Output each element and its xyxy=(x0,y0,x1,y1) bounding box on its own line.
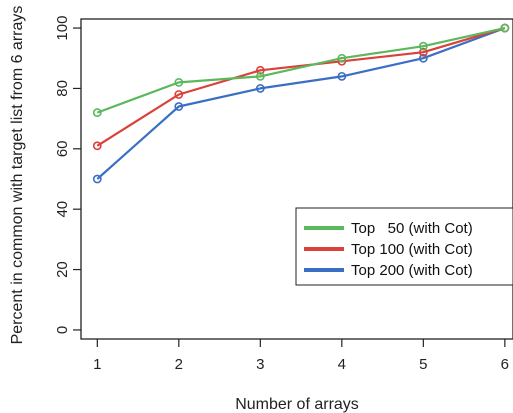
x-axis: 1 2 3 4 5 6 xyxy=(93,339,509,373)
legend: Top 50 (with Cot) Top 100 (with Cot) Top 2… xyxy=(295,207,513,286)
series-3-point xyxy=(337,71,347,81)
series-3-point xyxy=(418,53,428,63)
series-3-point xyxy=(255,84,265,93)
series-2-point xyxy=(92,141,102,151)
y-tick-label: 20 xyxy=(54,261,71,278)
series-1-point xyxy=(255,71,265,81)
y-tick-label: 80 xyxy=(54,80,71,97)
y-tick-label: 40 xyxy=(54,201,71,218)
series-1-point xyxy=(418,41,428,51)
y-axis: 0 20 40 60 80 100 xyxy=(54,16,81,334)
series-2-point xyxy=(255,65,265,75)
x-axis-title: Number of arrays xyxy=(235,396,359,413)
legend-label: Top 50 (with Cot) xyxy=(351,220,473,237)
series-layer xyxy=(92,23,510,184)
series-2-point xyxy=(174,90,184,99)
series-line-2 xyxy=(96,27,506,147)
series-1-point xyxy=(174,77,184,87)
series-1-point xyxy=(500,23,510,33)
x-tick-label: 1 xyxy=(93,356,101,373)
series-line-1 xyxy=(96,27,506,114)
series-1-point xyxy=(92,108,102,117)
x-tick-label: 6 xyxy=(501,356,509,373)
legend-label: Top 200 (with Cot) xyxy=(351,262,473,279)
y-axis-title: Percent in common with target list from … xyxy=(9,6,26,345)
y-tick-label: 60 xyxy=(54,140,71,157)
x-tick-label: 3 xyxy=(256,356,264,373)
x-tick-label: 4 xyxy=(338,356,346,373)
x-tick-label: 2 xyxy=(175,356,183,373)
series-1-point xyxy=(337,53,347,63)
series-2-point xyxy=(418,47,428,57)
legend-frame xyxy=(295,207,513,286)
legend-label: Top 100 (with Cot) xyxy=(351,241,473,258)
x-tick-label: 5 xyxy=(419,356,427,373)
series-line-3 xyxy=(96,27,506,180)
y-tick-label: 100 xyxy=(54,16,71,41)
plot-area-frame xyxy=(80,18,513,340)
y-tick-label: 0 xyxy=(54,326,71,334)
series-3-point xyxy=(174,102,184,111)
series-3-point xyxy=(92,174,102,184)
